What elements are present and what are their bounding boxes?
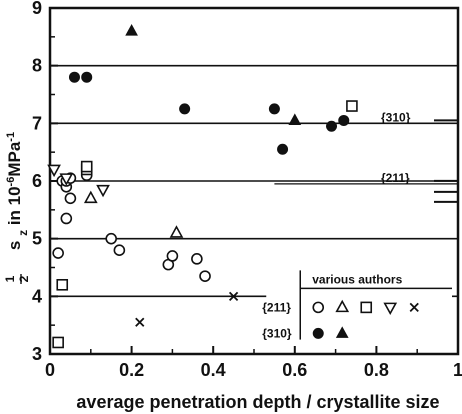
legend-marker-circle-open <box>312 301 325 314</box>
y-label-part: in 10 <box>5 186 24 229</box>
y-label-part: z <box>16 230 30 236</box>
y-label-part: -1 <box>5 132 17 142</box>
data-point-circle-open <box>52 247 64 259</box>
data-point-circle-open <box>113 244 126 256</box>
y-tick-label: 4 <box>32 286 42 306</box>
reference-label-310: {310} <box>381 110 411 124</box>
data-point-square-open <box>56 278 69 291</box>
data-point-circle-filled <box>277 143 289 155</box>
legend-marker-triangle-open <box>335 299 350 313</box>
data-point-triangle-filled <box>288 113 302 125</box>
legend-marker-cross <box>409 302 419 313</box>
legend-marker-square-open <box>360 301 373 314</box>
y-tick-label: 9 <box>32 0 42 18</box>
legend-marker-triangle-down-open <box>383 302 398 316</box>
data-point-circle-open <box>64 192 77 205</box>
data-point-square-open <box>52 336 64 349</box>
x-tick-label: 0.6 <box>282 360 307 380</box>
y-label-part: MPa <box>5 141 24 177</box>
x-tick-label: 0.8 <box>364 360 389 380</box>
x-tick-label: 0.2 <box>119 360 144 380</box>
reference-lines <box>274 119 458 203</box>
reference-label-211: {211} <box>381 171 410 185</box>
data-point-triangle-down-open <box>96 184 110 198</box>
data-point-circle-open <box>60 212 73 225</box>
legend-title: various authors <box>312 272 402 286</box>
y-tick-label: 6 <box>32 171 42 191</box>
legend-symbols <box>312 299 419 339</box>
legend: various authors {211} {310} <box>262 270 452 340</box>
data-point-triangle-open <box>83 190 98 204</box>
x-axis-label: average penetration depth / crystallite … <box>76 392 439 412</box>
y-tick-label: 3 <box>32 344 42 364</box>
y-label-part: -6 <box>5 177 17 187</box>
data-point-triangle-down-open <box>47 164 61 178</box>
legend-row-label-211: {211} <box>262 300 291 314</box>
y-label-fraction-numerator: 1 <box>3 275 17 282</box>
data-point-square-open <box>80 160 93 173</box>
data-point-square-open <box>346 100 358 112</box>
data-point-cross <box>228 291 239 301</box>
data-point-circle-filled <box>81 71 93 83</box>
x-tick-label: 1 <box>453 360 462 380</box>
legend-row-label-310: {310} <box>262 326 292 340</box>
data-point-circle-open <box>166 250 179 262</box>
data-point-circle-filled <box>68 71 80 83</box>
legend-marker-triangle-filled <box>335 326 349 338</box>
x-tick-label: 0.4 <box>201 360 226 380</box>
y-axis-label-text: s z in 10-6MPa-1 <box>5 132 30 250</box>
data-point-triangle-filled <box>125 24 138 36</box>
data-point-cross <box>135 317 145 327</box>
y-tick-label: 7 <box>32 113 42 133</box>
y-label-part: s <box>5 236 24 250</box>
y-tick-label: 5 <box>32 229 42 249</box>
y-axis-label: s z in 10-6MPa-1 1 2 <box>3 132 31 284</box>
axis-ticks: 0 0.2 0.4 0.6 0.8 1 3 4 5 6 7 8 9 <box>32 0 462 380</box>
data-point-circle-open <box>105 232 117 245</box>
data-point-triangle-open <box>169 225 184 238</box>
x-tick-label: 0 <box>45 360 55 380</box>
y-tick-label: 8 <box>32 56 42 76</box>
data-point-circle-filled <box>326 120 338 132</box>
data-point-circle-open <box>191 253 203 265</box>
data-point-circle-filled <box>338 114 350 126</box>
data-point-circle-filled <box>268 103 280 115</box>
y-label-fraction-denominator: 2 <box>17 275 31 282</box>
data-point-circle-filled <box>179 103 191 115</box>
legend-box <box>266 270 452 340</box>
legend-marker-circle-filled <box>312 327 324 339</box>
data-point-circle-open <box>199 270 211 282</box>
data-point-triangle-down-open <box>59 173 74 186</box>
data-points <box>47 24 358 349</box>
